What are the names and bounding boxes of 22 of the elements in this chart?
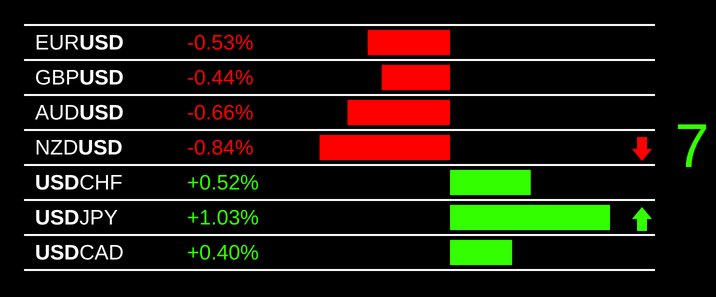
y-tick-label: USDJPY bbox=[35, 206, 118, 230]
y-tick-label: EURUSD bbox=[35, 31, 124, 54]
y-tick-label: NZDUSD bbox=[35, 136, 122, 160]
data-label: +0.40% bbox=[187, 241, 259, 264]
data-label: -0.44% bbox=[187, 66, 254, 90]
bar bbox=[450, 240, 512, 266]
bar bbox=[450, 204, 610, 230]
y-tick-label: AUDUSD bbox=[35, 101, 124, 124]
bar bbox=[347, 100, 450, 126]
data-label: +0.52% bbox=[187, 171, 259, 194]
bar bbox=[382, 64, 450, 90]
data-label: -0.66% bbox=[187, 101, 254, 124]
y-tick-label: USDCHF bbox=[35, 171, 123, 194]
y-tick-label: GBPUSD bbox=[35, 66, 124, 90]
text: 7 bbox=[674, 112, 710, 182]
bar bbox=[368, 30, 450, 56]
data-label: -0.53% bbox=[187, 31, 254, 54]
y-tick-label: USDCAD bbox=[35, 241, 124, 264]
data-label: +1.03% bbox=[187, 206, 259, 230]
bar bbox=[320, 134, 450, 160]
data-label: -0.84% bbox=[187, 136, 254, 160]
bar bbox=[450, 170, 531, 196]
